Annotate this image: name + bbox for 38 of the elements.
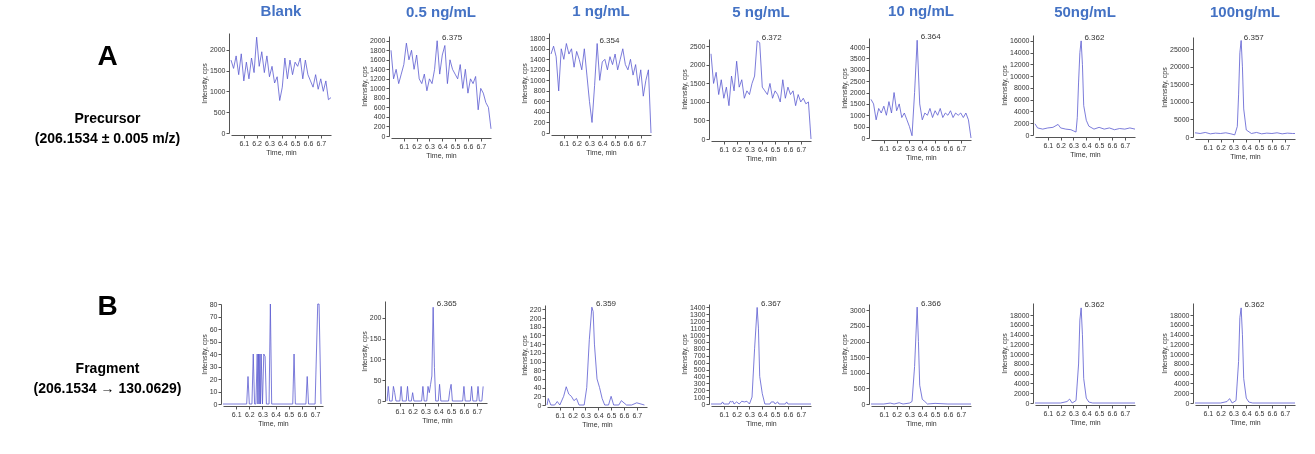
annotation: 6.354 — [599, 35, 620, 45]
chart-title: Blank — [260, 2, 303, 19]
line-series — [870, 39, 972, 139]
text: B — [97, 290, 118, 321]
line-series — [870, 306, 972, 405]
annotation: 6.372 — [761, 32, 783, 42]
text: A — [97, 40, 118, 71]
annotation: 6.366 — [920, 299, 942, 309]
line-series — [386, 306, 484, 402]
annotation: 6.362 — [1084, 32, 1105, 42]
line-series — [710, 307, 812, 405]
text: Precursor — [73, 110, 142, 126]
chart-title: 5 ng/mL — [732, 2, 790, 20]
annotation: 6.362 — [1084, 299, 1105, 309]
chart-title: 50ng/mL — [1054, 2, 1116, 20]
chart-title: 0.5 ng/mL — [405, 2, 477, 20]
line-series — [230, 36, 332, 101]
line-series — [1034, 40, 1136, 133]
chart-title: 10 ng/mL — [888, 2, 954, 20]
annotation: 6.359 — [596, 299, 617, 309]
text: (206.1534 ± 0.005 m/z) — [33, 130, 182, 146]
line-series — [1194, 307, 1296, 404]
annotation: 6.362 — [1244, 299, 1265, 309]
annotation: 6.357 — [1243, 32, 1265, 42]
text: Fragment — [75, 360, 140, 376]
annotation: 6.365 — [436, 299, 458, 309]
chart-title: 100ng/mL — [1209, 2, 1281, 20]
chart-title: 1 ng/mL — [572, 2, 630, 19]
annotation: 6.364 — [920, 32, 942, 42]
annotation: 6.375 — [442, 32, 463, 42]
line-series — [390, 40, 492, 130]
line-series — [1194, 40, 1296, 136]
line-series — [710, 40, 812, 140]
line-series — [222, 303, 322, 405]
line-series — [546, 306, 645, 406]
line-series — [1034, 307, 1136, 404]
annotation: 6.367 — [761, 299, 782, 309]
text: (206.1534 → 130.0629) — [33, 380, 182, 396]
